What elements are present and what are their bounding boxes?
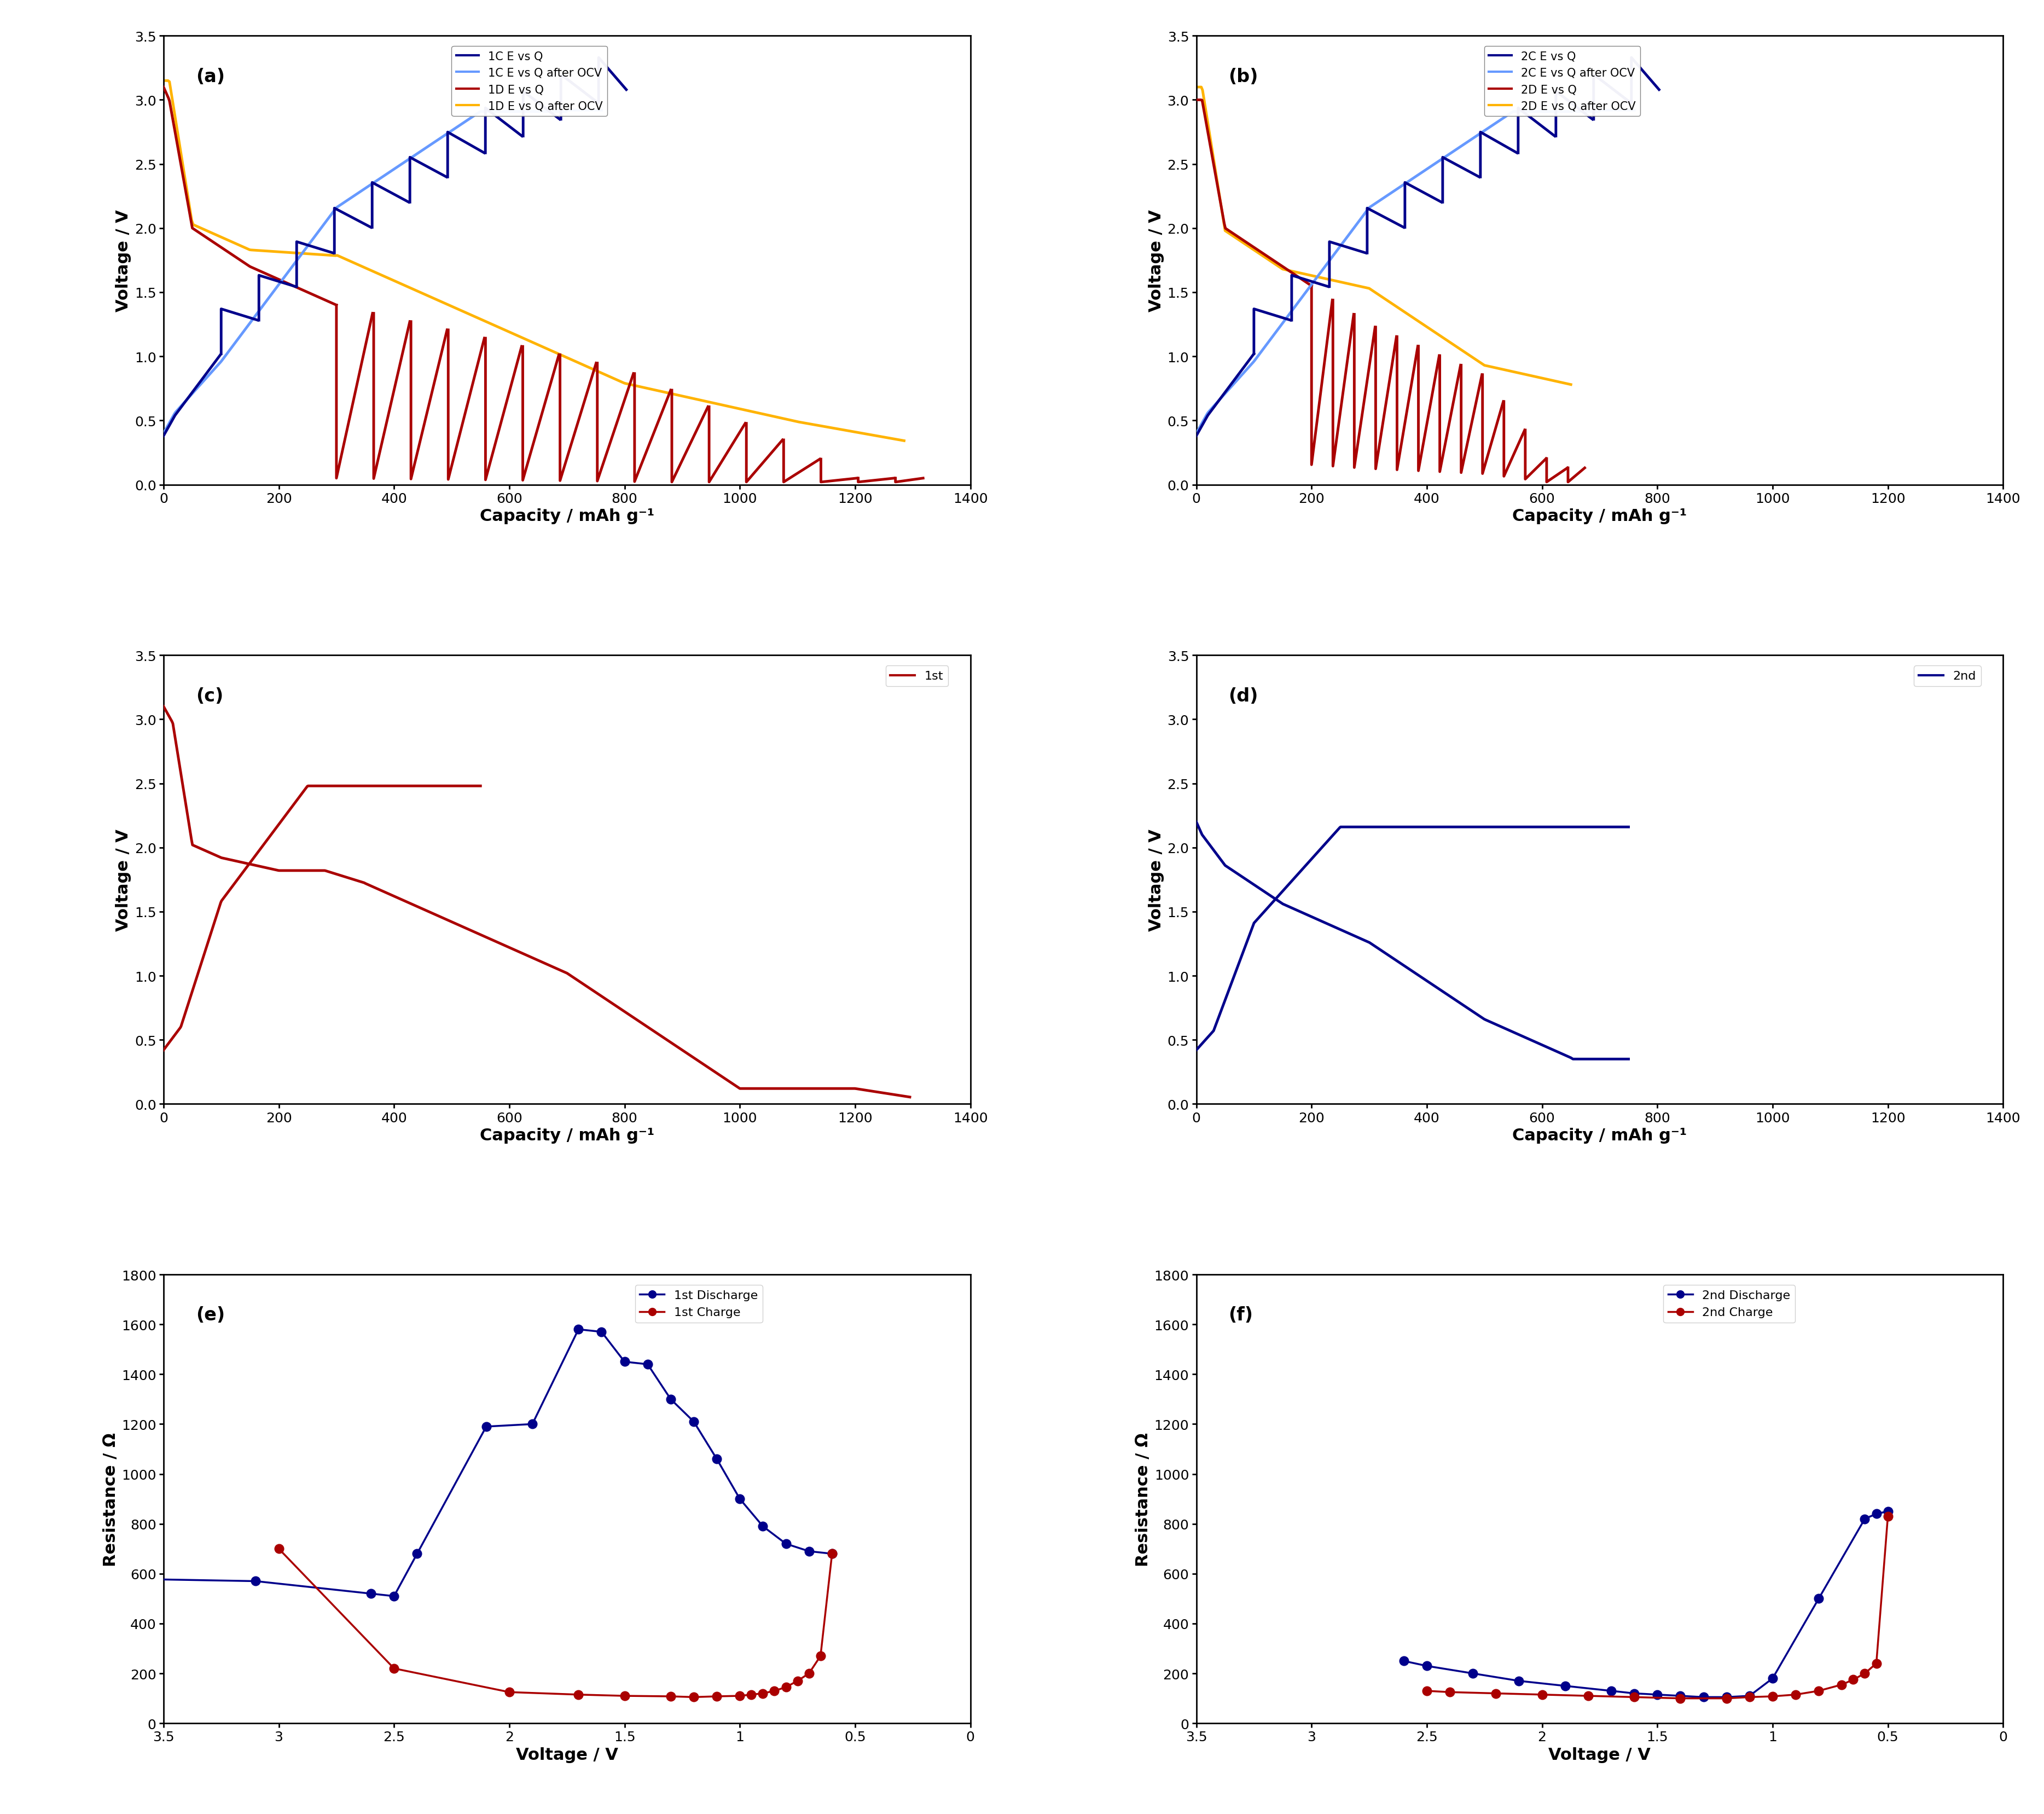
Legend: 2C E vs Q, 2C E vs Q after OCV, 2D E vs Q, 2D E vs Q after OCV: 2C E vs Q, 2C E vs Q after OCV, 2D E vs … <box>1484 47 1639 116</box>
Text: (b): (b) <box>1228 67 1259 85</box>
X-axis label: Capacity / mAh g⁻¹: Capacity / mAh g⁻¹ <box>480 508 654 524</box>
X-axis label: Capacity / mAh g⁻¹: Capacity / mAh g⁻¹ <box>480 1128 654 1143</box>
X-axis label: Capacity / mAh g⁻¹: Capacity / mAh g⁻¹ <box>1513 1128 1686 1143</box>
X-axis label: Voltage / V: Voltage / V <box>1549 1747 1652 1763</box>
Y-axis label: Resistance / Ω: Resistance / Ω <box>102 1431 119 1565</box>
X-axis label: Voltage / V: Voltage / V <box>515 1747 617 1763</box>
Y-axis label: Voltage / V: Voltage / V <box>117 209 131 312</box>
Y-axis label: Voltage / V: Voltage / V <box>1149 209 1165 312</box>
Y-axis label: Voltage / V: Voltage / V <box>1149 829 1165 931</box>
Text: (e): (e) <box>196 1306 225 1324</box>
Legend: 2nd Discharge, 2nd Charge: 2nd Discharge, 2nd Charge <box>1664 1284 1795 1322</box>
Legend: 1C E vs Q, 1C E vs Q after OCV, 1D E vs Q, 1D E vs Q after OCV: 1C E vs Q, 1C E vs Q after OCV, 1D E vs … <box>452 47 607 116</box>
Legend: 1st Discharge, 1st Charge: 1st Discharge, 1st Charge <box>636 1284 762 1322</box>
Legend: 2nd: 2nd <box>1913 666 1981 688</box>
X-axis label: Capacity / mAh g⁻¹: Capacity / mAh g⁻¹ <box>1513 508 1686 524</box>
Text: (a): (a) <box>196 67 225 85</box>
Text: (d): (d) <box>1228 688 1259 706</box>
Text: (c): (c) <box>196 688 223 706</box>
Text: (f): (f) <box>1228 1306 1253 1324</box>
Legend: 1st: 1st <box>885 666 948 688</box>
Y-axis label: Resistance / Ω: Resistance / Ω <box>1134 1431 1151 1565</box>
Y-axis label: Voltage / V: Voltage / V <box>117 829 131 931</box>
